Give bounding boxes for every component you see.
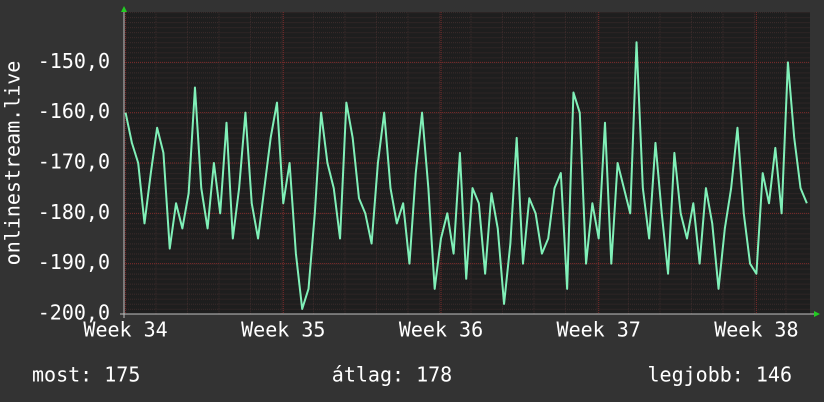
y-arrow — [121, 6, 127, 12]
y-tick-label: -200,0 — [38, 301, 110, 325]
footer-average: átlag: 178 — [332, 363, 452, 387]
x-tick-label: Week 38 — [714, 318, 798, 342]
y-tick-label: -190,0 — [38, 250, 110, 274]
x-tick-label: Week 36 — [399, 318, 483, 342]
y-tick-label: -180,0 — [38, 200, 110, 224]
x-tick-label: Week 34 — [83, 318, 167, 342]
y-tick-label: -170,0 — [38, 150, 110, 174]
y-axis-label: onlinestream.live — [1, 61, 25, 266]
footer-current: most: 175 — [32, 363, 140, 387]
footer-best: legjobb: 146 — [648, 363, 793, 387]
y-tick-label: -160,0 — [38, 99, 110, 123]
y-tick-label: -150,0 — [38, 49, 110, 73]
x-tick-label: Week 37 — [557, 318, 641, 342]
data-line — [124, 41, 808, 310]
x-arrow — [814, 311, 820, 317]
x-tick-label: Week 35 — [241, 318, 325, 342]
